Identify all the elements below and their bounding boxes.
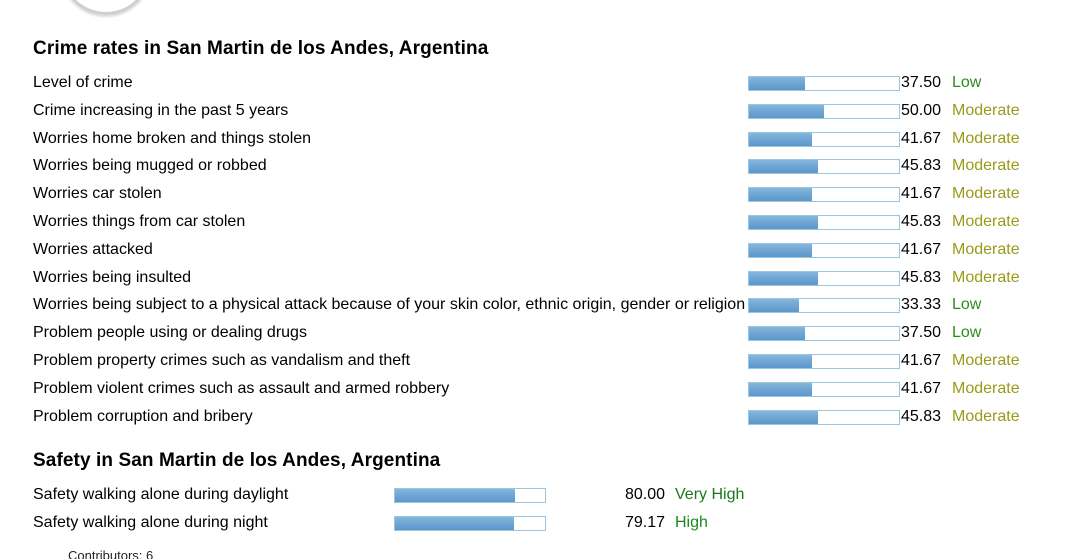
metric-label: Safety walking alone during daylight bbox=[33, 486, 289, 503]
metric-bar-fill bbox=[749, 299, 799, 313]
metric-label: Worries attacked bbox=[33, 240, 153, 258]
metric-bar-fill bbox=[749, 243, 812, 257]
metric-row: Crime increasing in the past 5 years 50.0… bbox=[33, 100, 1073, 124]
metric-bar bbox=[748, 354, 900, 369]
metric-bar bbox=[748, 215, 900, 230]
metric-value: 79.17 bbox=[625, 514, 666, 531]
metric-value: 41.67 bbox=[901, 240, 942, 258]
metric-bar-fill bbox=[749, 77, 806, 90]
contributors-count: Contributors: 6 bbox=[68, 548, 154, 559]
metric-level: High bbox=[675, 514, 708, 531]
metric-value: 41.67 bbox=[901, 185, 942, 203]
metric-bar-fill bbox=[749, 327, 806, 341]
metric-bar-fill bbox=[749, 160, 818, 174]
metric-level: Moderate bbox=[952, 157, 1020, 175]
metric-row: Worries being subject to a physical atta… bbox=[33, 294, 1073, 318]
metric-bar bbox=[748, 381, 900, 397]
metric-label: Problem property crimes such as vandalis… bbox=[33, 352, 411, 369]
metric-value: 80.00 bbox=[625, 486, 666, 503]
metric-row: Safety walking alone during night 79.17 Hi… bbox=[33, 512, 1073, 536]
metric-bar bbox=[748, 131, 900, 147]
metric-level: Moderate bbox=[952, 101, 1020, 119]
metric-bar-fill bbox=[749, 188, 812, 202]
metric-bar-fill bbox=[749, 132, 812, 146]
metric-bar-fill bbox=[749, 382, 812, 396]
metric-value: 41.67 bbox=[901, 129, 942, 147]
metric-level: Moderate bbox=[952, 185, 1020, 203]
metric-bar bbox=[748, 76, 900, 91]
metric-bar-fill bbox=[749, 355, 812, 368]
gauge-image bbox=[60, 0, 152, 15]
metric-bar bbox=[748, 270, 900, 286]
metric-label: Worries being mugged or robbed bbox=[33, 157, 267, 175]
metric-bar-fill bbox=[749, 410, 818, 424]
metric-label: Worries being subject to a physical atta… bbox=[33, 296, 746, 314]
metric-bar-fill bbox=[749, 104, 824, 118]
metric-label: Problem violent crimes such as assault a… bbox=[33, 379, 450, 397]
safety-section-title: Safety in San Martin de los Andes, Argen… bbox=[33, 450, 441, 471]
metric-label: Worries home broken and things stolen bbox=[33, 129, 312, 147]
metric-bar-fill bbox=[395, 489, 515, 502]
metric-value: 45.83 bbox=[901, 407, 942, 425]
metric-value: 45.83 bbox=[901, 213, 942, 230]
metric-value: 41.67 bbox=[901, 352, 942, 369]
metric-bar bbox=[394, 516, 546, 531]
metric-label: Worries things from car stolen bbox=[33, 213, 246, 230]
metric-bar-fill bbox=[749, 271, 818, 285]
metric-label: Problem corruption and bribery bbox=[33, 407, 253, 425]
metric-row: Worries things from car stolen 45.83 Moder… bbox=[33, 211, 1073, 235]
metric-level: Moderate bbox=[952, 129, 1020, 147]
metric-level: Low bbox=[952, 324, 982, 342]
metric-level: Moderate bbox=[952, 240, 1020, 258]
metric-level: Moderate bbox=[952, 407, 1020, 425]
metric-bar bbox=[748, 298, 900, 314]
metric-value: 33.33 bbox=[901, 296, 942, 314]
metric-label: Worries being insulted bbox=[33, 268, 192, 286]
metric-row: Problem violent crimes such as assault a… bbox=[33, 378, 1073, 402]
metric-value: 45.83 bbox=[901, 157, 942, 175]
metric-row: Worries being mugged or robbed 45.83 Moder… bbox=[33, 155, 1073, 179]
metric-label: Level of crime bbox=[33, 74, 133, 91]
metric-bar bbox=[748, 103, 900, 119]
metric-value: 37.50 bbox=[901, 74, 942, 91]
metric-row: Safety walking alone during daylight 80.0… bbox=[33, 484, 1073, 508]
metric-bar bbox=[748, 326, 900, 342]
metric-value: 50.00 bbox=[901, 101, 942, 119]
metric-bar-fill bbox=[749, 216, 818, 229]
crime-section-title: Crime rates in San Martin de los Andes, … bbox=[33, 38, 489, 59]
metric-row: Problem property crimes such as vandalis… bbox=[33, 350, 1073, 374]
metric-bar-fill bbox=[395, 517, 514, 530]
metric-level: Moderate bbox=[952, 352, 1020, 369]
metric-label: Safety walking alone during night bbox=[33, 514, 268, 531]
metric-value: 41.67 bbox=[901, 379, 942, 397]
metric-value: 45.83 bbox=[901, 268, 942, 286]
metric-row: Level of crime 37.50 Low bbox=[33, 72, 1073, 96]
metric-level: Moderate bbox=[952, 268, 1020, 286]
metric-row: Problem people using or dealing drugs 37.… bbox=[33, 322, 1073, 346]
metric-bar bbox=[748, 187, 900, 203]
metric-bar bbox=[748, 409, 900, 425]
metric-value: 37.50 bbox=[901, 324, 942, 342]
metric-bar bbox=[394, 488, 546, 503]
metric-row: Worries car stolen 41.67 Moderate bbox=[33, 183, 1073, 207]
metric-level: Low bbox=[952, 296, 982, 314]
metric-row: Worries attacked 41.67 Moderate bbox=[33, 239, 1073, 263]
metric-level: Very High bbox=[675, 486, 745, 503]
metric-row: Worries home broken and things stolen 41.… bbox=[33, 128, 1073, 152]
metric-row: Worries being insulted 45.83 Moderate bbox=[33, 267, 1073, 291]
metric-level: Moderate bbox=[952, 379, 1020, 397]
metric-label: Worries car stolen bbox=[33, 185, 162, 203]
metric-level: Low bbox=[952, 74, 982, 91]
metric-bar bbox=[748, 159, 900, 175]
metric-row: Problem corruption and bribery 45.83 Moder… bbox=[33, 406, 1073, 430]
metric-level: Moderate bbox=[952, 213, 1020, 230]
metric-label: Problem people using or dealing drugs bbox=[33, 324, 307, 342]
metric-bar bbox=[748, 242, 900, 258]
metric-label: Crime increasing in the past 5 years bbox=[33, 101, 289, 119]
